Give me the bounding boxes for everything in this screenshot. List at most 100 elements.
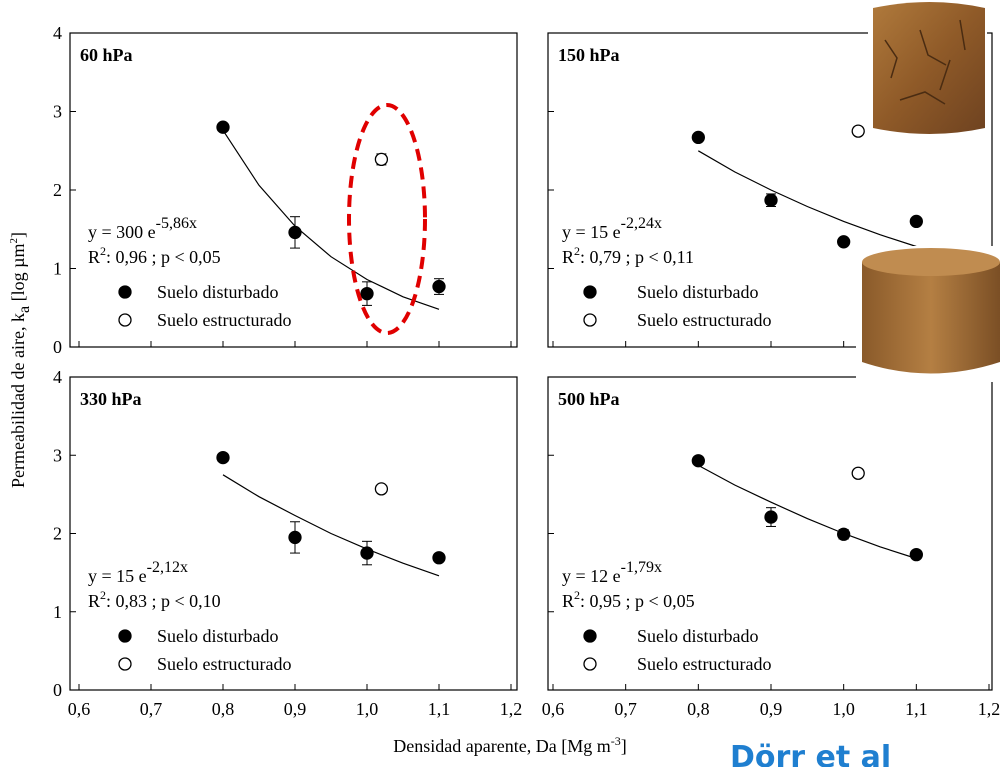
legend-label: Suelo estructurado — [637, 310, 771, 330]
y-axis-label: Permeabilidad de aire, ka [log µm2] — [8, 232, 33, 488]
legend-marker — [118, 285, 132, 299]
panel-title: 330 hPa — [80, 389, 142, 409]
equation: y = 300 e-5,86x — [88, 215, 197, 242]
y-label-sub: a — [16, 306, 33, 313]
plot-frame — [69, 32, 518, 348]
credit: Dörr et al — [730, 740, 891, 767]
data-point — [691, 454, 705, 468]
equation-base: y = 12 e — [562, 566, 621, 586]
fit-curve — [222, 129, 440, 310]
legend-label: Suelo disturbado — [157, 626, 279, 646]
r2-rest: : 0,95 ; p < 0,05 — [580, 591, 695, 611]
y-tick-label: 1 — [53, 602, 62, 622]
equation-exponent: -2,12x — [147, 559, 188, 576]
data-point — [360, 546, 374, 560]
x-tick-label: 0,9 — [284, 699, 307, 719]
r2-sup: 2 — [574, 588, 580, 602]
data-point — [432, 551, 446, 565]
y-tick-label: 4 — [53, 23, 62, 43]
data-point — [764, 193, 778, 207]
x-tick-label: 0,8 — [687, 699, 710, 719]
x-label-close: ] — [621, 736, 627, 756]
y-tick-label: 4 — [53, 367, 62, 387]
data-point — [837, 527, 851, 541]
legend-marker — [118, 657, 132, 671]
legend-marker — [583, 657, 597, 671]
y-label-sup: 2 — [8, 238, 20, 244]
r2-base: R — [88, 247, 100, 267]
r2-sup: 2 — [100, 588, 106, 602]
x-tick-label: 1,1 — [428, 699, 451, 719]
x-label-sup: -3 — [611, 734, 621, 748]
data-point — [216, 120, 230, 134]
y-label-text: Permeabilidad de aire, k — [8, 313, 28, 488]
r2-base: R — [562, 247, 574, 267]
fit-curve — [222, 474, 440, 577]
equation-base: y = 300 e — [88, 222, 156, 242]
x-tick-label: 1,2 — [500, 699, 523, 719]
data-point — [216, 450, 230, 465]
x-tick-label: 0,9 — [760, 699, 783, 719]
equation: y = 12 e-1,79x — [562, 559, 662, 586]
panel-title: 500 hPa — [558, 389, 620, 409]
r2-base: R — [562, 591, 574, 611]
equation: y = 15 e-2,24x — [562, 215, 662, 242]
y-tick-label: 0 — [53, 680, 62, 700]
panel-title: 150 hPa — [558, 45, 620, 65]
photo-structured-soil — [868, 0, 987, 142]
x-tick-label: 1,0 — [832, 699, 855, 719]
data-point — [764, 510, 778, 524]
x-label-text: Densidad aparente, Da [Mg m — [393, 736, 610, 756]
legend-marker — [583, 285, 597, 299]
legend-label: Suelo estructurado — [637, 654, 771, 674]
y-label-unit: [log µm — [8, 244, 28, 306]
data-point — [432, 279, 446, 294]
r2-rest: : 0,83 ; p < 0,10 — [106, 591, 221, 611]
equation-base: y = 15 e — [88, 566, 147, 586]
data-point — [288, 530, 302, 545]
panel-title: 60 hPa — [80, 45, 133, 65]
fit-curve — [697, 150, 917, 248]
x-tick-label: 1,1 — [905, 699, 928, 719]
r-squared: R2: 0,96 ; p < 0,05 — [88, 244, 221, 267]
r-squared: R2: 0,83 ; p < 0,10 — [88, 588, 221, 611]
r2-sup: 2 — [574, 244, 580, 258]
data-point — [837, 235, 851, 249]
data-point — [288, 225, 302, 240]
legend-label: Suelo estructurado — [157, 310, 291, 330]
legend-marker — [583, 629, 597, 643]
data-point — [909, 214, 923, 229]
y-tick-label: 1 — [53, 259, 62, 279]
legend-marker — [583, 313, 597, 327]
r2-base: R — [88, 591, 100, 611]
data-point — [374, 482, 389, 496]
y-tick-label: 0 — [53, 337, 62, 357]
data-point — [851, 124, 865, 138]
photo-disturbed-soil — [856, 246, 1005, 382]
y-tick-label: 3 — [53, 102, 62, 122]
x-tick-label: 0,6 — [68, 699, 91, 719]
y-tick-label: 3 — [53, 445, 62, 465]
legend-label: Suelo estructurado — [157, 654, 291, 674]
equation-base: y = 15 e — [562, 222, 621, 242]
highlight-ellipse — [347, 103, 427, 335]
legend-marker — [118, 629, 132, 643]
equation-exponent: -2,24x — [621, 215, 662, 232]
r2-rest: : 0,96 ; p < 0,05 — [106, 247, 221, 267]
legend-label: Suelo disturbado — [157, 282, 279, 302]
x-tick-label: 0,6 — [542, 699, 565, 719]
x-axis-label: Densidad aparente, Da [Mg m-3] — [393, 734, 626, 756]
equation: y = 15 e-2,12x — [88, 559, 188, 586]
data-point — [374, 152, 389, 167]
data-point — [691, 130, 705, 145]
data-point — [851, 466, 865, 480]
y-tick-label: 2 — [53, 524, 62, 544]
plots: 0 1 2 3 4 60 hPa Suelo disturbado Suelo estruct… — [8, 23, 1000, 756]
x-tick-label: 0,8 — [212, 699, 235, 719]
equation-exponent: -5,86x — [156, 215, 197, 232]
x-tick-label: 0,7 — [614, 699, 637, 719]
x-tick-label: 0,7 — [140, 699, 163, 719]
legend-label: Suelo disturbado — [637, 626, 759, 646]
equation-exponent: -1,79x — [621, 559, 662, 576]
